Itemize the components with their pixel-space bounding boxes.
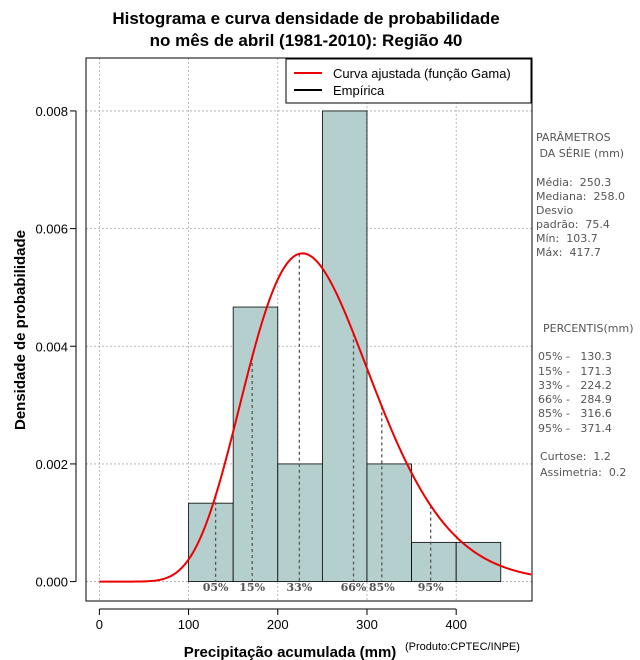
stat-desvio-padrao: padrão: 75.4: [536, 218, 610, 231]
legend-empirical-label: Empírica: [333, 83, 385, 98]
histogram-bar: [411, 541, 457, 582]
percentis-title: PERCENTIS(mm): [543, 322, 634, 335]
histogram-bar: [455, 541, 502, 582]
stat-assimetria: Assimetria: 0.2: [540, 466, 626, 479]
legend-box: [285, 58, 532, 104]
percentile-label: 33%: [286, 581, 312, 594]
histogram-bar: [321, 110, 368, 582]
gamma-curve-layer: [99, 252, 532, 583]
y-tick-label: 0.004: [35, 339, 68, 354]
gamma-curve: [99, 252, 532, 583]
y-axis: 0.000 0.002 0.004 0.006 0.008: [35, 104, 77, 590]
x-tick-label: 0: [96, 617, 103, 632]
percentile-95: 95% - 371.4: [538, 422, 612, 435]
stat-min: Mín: 103.7: [536, 232, 598, 245]
y-tick-label: 0.006: [35, 222, 68, 237]
histogram-bar: [188, 502, 234, 582]
chart-title-line-1: Histograma e curva densidade de probabil…: [112, 9, 499, 28]
histogram-bars: [188, 110, 502, 582]
percentile-85: 85% - 316.6: [538, 407, 612, 420]
params-title-2: DA SÉRIE (mm): [536, 147, 624, 160]
stat-max: Máx: 417.7: [536, 246, 601, 259]
x-axis: 0 100 200 300 400: [96, 608, 467, 632]
percentile-label: 85%: [369, 581, 395, 594]
histogram-bar: [232, 306, 279, 582]
x-tick-label: 200: [267, 617, 289, 632]
y-tick-label: 0.000: [35, 575, 68, 590]
legend-curve-label: Curva ajustada (função Gama): [333, 66, 511, 81]
stat-media: Média: 250.3: [536, 176, 611, 189]
percentile-lines: 05% 15% 33% 66% 85% 95%: [203, 253, 444, 594]
legend: Curva ajustada (função Gama) Empírica: [285, 58, 532, 104]
x-tick-label: 400: [445, 617, 467, 632]
y-tick-label: 0.008: [35, 104, 68, 119]
params-title-1: PARÂMETROS: [536, 131, 611, 144]
x-tick-label: 300: [356, 617, 378, 632]
histogram-bar: [366, 463, 412, 582]
percentile-label: 66%: [341, 581, 367, 594]
stat-desvio-label: Desvio: [536, 204, 574, 217]
percentile-label: 15%: [239, 581, 265, 594]
y-axis-label: Densidade de probabilidade: [12, 230, 29, 430]
histogram-bar: [277, 463, 323, 582]
y-tick-label: 0.002: [35, 457, 68, 472]
x-tick-label: 100: [178, 617, 200, 632]
percentile-05: 05% - 130.3: [538, 350, 612, 363]
series-parameters-panel: PARÂMETROS DA SÉRIE (mm) Média: 250.3 Me…: [536, 131, 634, 479]
percentile-66: 66% - 284.9: [538, 393, 612, 406]
percentile-15: 15% - 171.3: [538, 365, 612, 378]
stat-curtose: Curtose: 1.2: [540, 450, 611, 463]
stat-mediana: Mediana: 258.0: [536, 190, 625, 203]
percentile-label: 95%: [418, 581, 444, 594]
percentile-33: 33% - 224.2: [538, 379, 612, 392]
percentile-label: 05%: [203, 581, 229, 594]
product-credit: (Produto:CPTEC/INPE): [405, 641, 520, 653]
x-axis-label: Precipitação acumulada (mm): [184, 644, 397, 660]
plot-frame: [85, 57, 533, 602]
chart-title-line-2: no mês de abril (1981-2010): Região 40: [150, 31, 463, 50]
